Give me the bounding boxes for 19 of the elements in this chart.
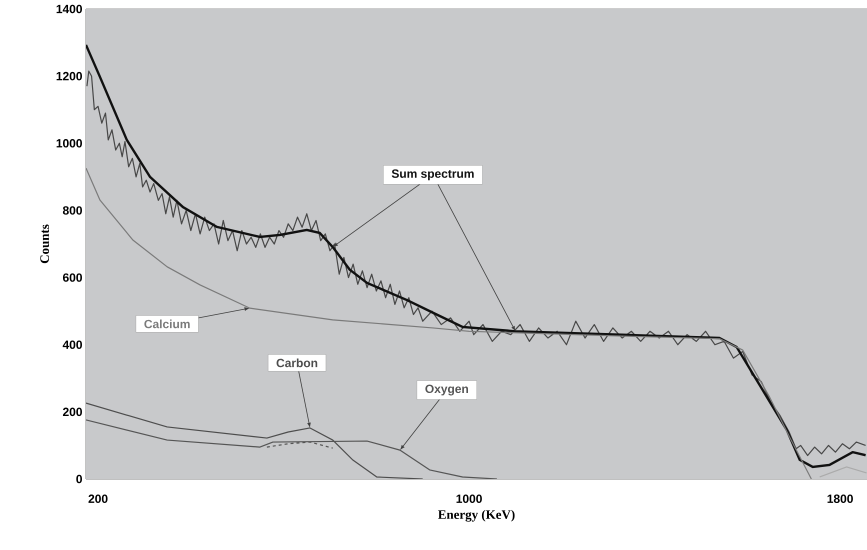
y-tick-label: 1400	[56, 4, 82, 14]
x-tick-label: 1000	[456, 494, 482, 503]
line-series	[86, 168, 812, 479]
y-tick-label: 1000	[56, 139, 82, 148]
text: Sum spectrum	[392, 169, 474, 180]
y-tick-label: 1200	[56, 72, 82, 80]
x-tick-label: 200	[88, 494, 108, 503]
line-series	[266, 441, 334, 449]
y-tick-label: 0	[76, 474, 82, 484]
y-tick-label: 400	[62, 340, 82, 349]
text: Carbon	[276, 358, 318, 368]
x-axis-title: Energy (KeV)	[438, 510, 515, 522]
y-tick-label: 600	[62, 273, 82, 282]
y-tick-label: 800	[62, 206, 82, 215]
x-tick-label: 1800	[828, 494, 853, 503]
y-tick-label: 200	[62, 408, 82, 416]
text: Oxygen	[425, 384, 468, 396]
y-axis-title: Counts	[40, 224, 50, 264]
text: Calcium	[144, 320, 190, 328]
